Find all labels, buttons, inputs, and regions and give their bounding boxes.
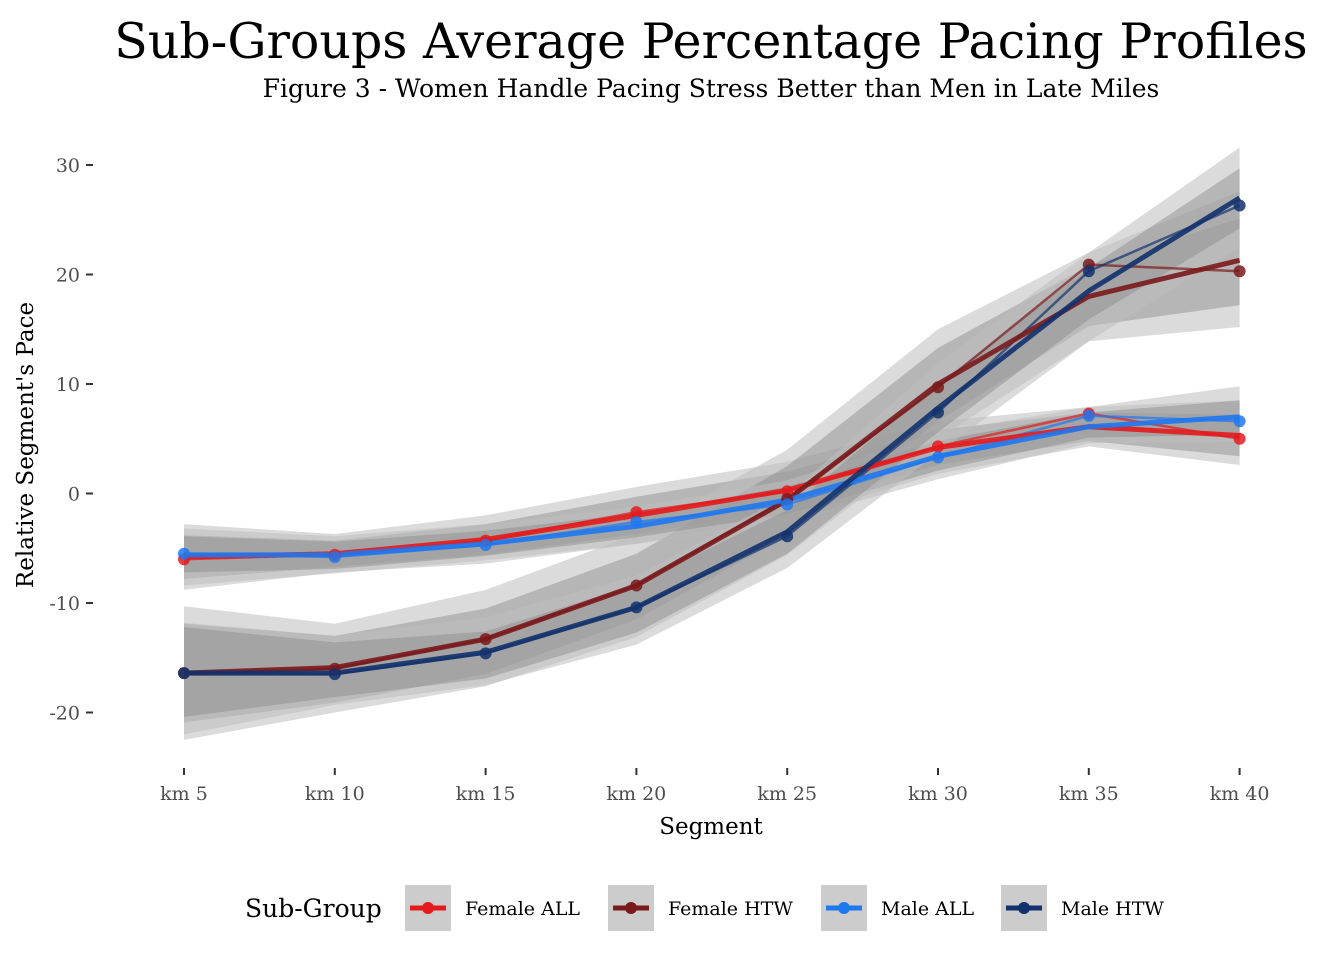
data-point-female-htw xyxy=(932,381,944,394)
data-point-female-all xyxy=(630,506,643,519)
data-point-male-all xyxy=(1233,415,1246,428)
x-axis: km 5 km 10 km 15 km 20 km 25 km 30 km 35 km 40 xyxy=(160,768,1269,805)
x-tick-label: km 10 xyxy=(305,783,365,805)
y-axis-title: Relative Segment's Pace xyxy=(13,302,39,588)
data-point-male-htw xyxy=(781,530,794,543)
legend-key-point-male-all xyxy=(838,902,850,914)
data-point-female-all xyxy=(932,440,944,453)
data-point-female-htw xyxy=(479,633,492,646)
data-point-male-htw xyxy=(479,647,492,660)
smooth-line-male-all xyxy=(184,414,1240,558)
data-point-male-htw xyxy=(178,667,190,680)
y-tick-label: 30 xyxy=(56,155,80,177)
data-point-male-all xyxy=(630,515,643,528)
data-point-male-all xyxy=(328,551,341,564)
data-point-female-all xyxy=(1233,432,1246,445)
confidence-band-inner-male-htw xyxy=(184,168,1240,717)
data-point-male-htw xyxy=(1082,265,1095,278)
y-tick-label: 20 xyxy=(56,265,80,287)
y-tick-label: -10 xyxy=(49,593,80,615)
data-point-male-all xyxy=(932,451,944,464)
x-tick-label: km 15 xyxy=(456,783,516,805)
chart-subtitle: Figure 3 - Women Handle Pacing Stress Be… xyxy=(263,74,1160,103)
confidence-band-outer-male-htw xyxy=(184,147,1240,735)
legend-label-female-all: Female ALL xyxy=(465,898,580,920)
data-point-male-all xyxy=(479,538,492,551)
legend-key-point-female-all xyxy=(422,902,434,914)
x-tick-label: km 40 xyxy=(1210,783,1270,805)
data-point-female-htw xyxy=(1233,265,1246,278)
legend-key-point-male-htw xyxy=(1018,902,1030,914)
smooth-series-lines xyxy=(183,195,1241,676)
x-tick-label: km 5 xyxy=(160,783,208,805)
legend-label-female-htw: Female HTW xyxy=(668,898,793,920)
y-axis: -20 -10 0 10 20 30 xyxy=(49,155,93,725)
data-point-male-htw xyxy=(630,601,643,614)
legend-label-male-all: Male ALL xyxy=(881,898,974,920)
smooth-line-male-htw xyxy=(184,195,1241,676)
data-point-female-htw xyxy=(630,579,643,592)
confidence-band-outer-female-htw xyxy=(184,191,1240,740)
data-point-male-htw xyxy=(1233,199,1246,212)
legend-label-male-htw: Male HTW xyxy=(1061,898,1164,920)
x-tick-label: km 20 xyxy=(607,783,667,805)
data-point-male-htw xyxy=(932,406,944,419)
y-tick-label: 0 xyxy=(68,484,80,506)
data-point-male-all xyxy=(178,547,190,560)
legend-key-point-female-htw xyxy=(625,902,637,914)
chart-title: Sub-Groups Average Percentage Pacing Pro… xyxy=(114,13,1307,70)
y-tick-label: 10 xyxy=(56,374,80,396)
data-points xyxy=(178,199,1246,681)
legend-title: Sub-Group xyxy=(245,894,382,923)
confidence-band-outer-male-all xyxy=(184,386,1240,586)
x-axis-title: Segment xyxy=(659,814,763,840)
confidence-bands xyxy=(184,147,1240,740)
y-tick-label: -20 xyxy=(49,703,80,725)
x-tick-label: km 30 xyxy=(908,783,968,805)
legend: Sub-Group Female ALL Female HTW Male ALL Ma… xyxy=(245,885,1164,931)
data-point-male-all xyxy=(1082,409,1095,422)
data-point-male-htw xyxy=(328,668,341,681)
x-tick-label: km 25 xyxy=(757,783,817,805)
x-tick-label: km 35 xyxy=(1059,783,1119,805)
data-point-male-all xyxy=(781,498,794,511)
